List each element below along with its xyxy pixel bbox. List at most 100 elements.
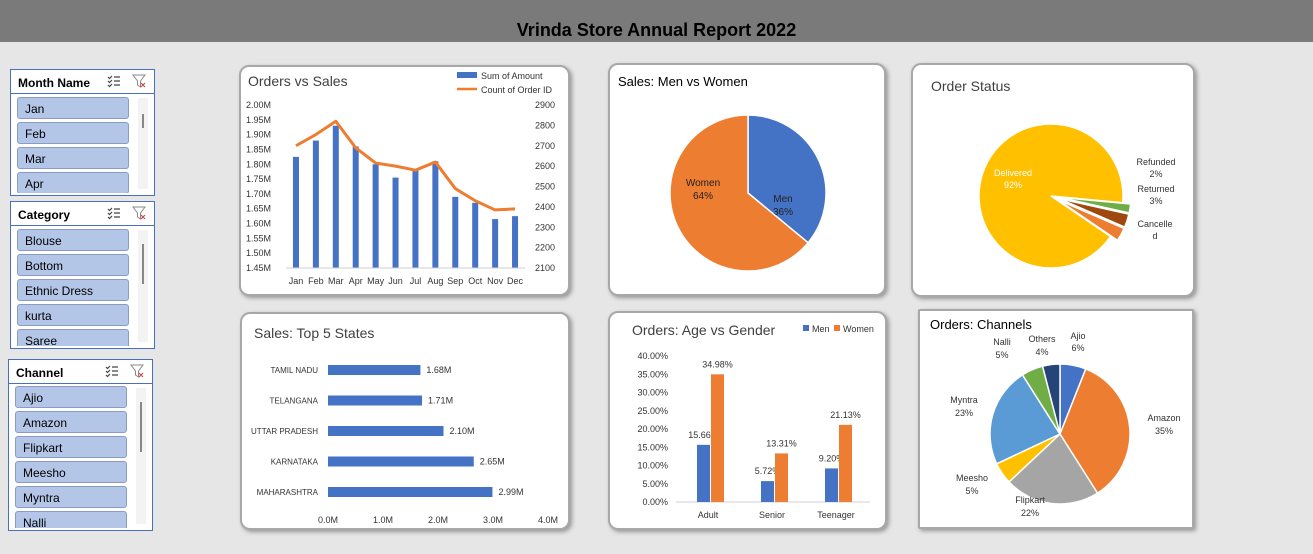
x-tick-label: 4.0M bbox=[538, 515, 558, 525]
slicer-item-saree[interactable]: Saree bbox=[17, 329, 129, 346]
slice-pct-women: 64% bbox=[693, 191, 713, 202]
slicer-item-jan[interactable]: Jan bbox=[17, 97, 129, 119]
bar-teenager-women bbox=[839, 424, 852, 502]
channel-slicer-header: Channel bbox=[9, 360, 152, 384]
slice-pct-amazon: 35% bbox=[1155, 426, 1173, 436]
y-tick-label: 25.00% bbox=[637, 406, 668, 416]
left-tick-label: 2.00M bbox=[246, 100, 271, 110]
category-slicer-scrollbar[interactable] bbox=[138, 230, 148, 342]
slice-label-men: Men bbox=[773, 194, 792, 205]
slicer-item-flipkart[interactable]: Flipkart bbox=[15, 436, 127, 458]
pie-slice-others bbox=[1041, 363, 1061, 435]
slice-pct-ajio: 6% bbox=[1071, 343, 1084, 353]
pie-slice-women bbox=[669, 114, 810, 272]
slicer-item-mar[interactable]: Mar bbox=[17, 147, 129, 169]
slice-pct-meesho: 5% bbox=[965, 486, 978, 496]
bar-senior-women bbox=[775, 453, 788, 502]
pie-slice-refunded bbox=[1058, 196, 1132, 214]
sales-men-vs-women-chart: Sales: Men vs Women Men 36% Women 64% bbox=[618, 74, 827, 272]
slicer-item-blouse[interactable]: Blouse bbox=[17, 229, 129, 251]
age-vs-gender-card[interactable]: Orders: Age vs Gender Men Women 40.00% 35.00… bbox=[608, 311, 887, 530]
clear-filter-icon[interactable] bbox=[130, 364, 144, 378]
slicer-item-bottom[interactable]: Bottom bbox=[17, 254, 129, 276]
month-slicer-scrollbar[interactable] bbox=[138, 98, 148, 189]
value-label-senior-men: 5.72% bbox=[755, 466, 781, 476]
chart-title: Order Status bbox=[931, 78, 1010, 94]
x-tick-label: Dec bbox=[507, 276, 524, 286]
orders-vs-sales-card[interactable]: Orders vs Sales Sum of Amount Count of Ord… bbox=[239, 65, 570, 296]
left-tick-label: 1.60M bbox=[246, 219, 271, 229]
pie-slice-cancelled bbox=[1057, 199, 1126, 242]
sales-men-vs-women-card[interactable]: Sales: Men vs Women Men 36% Women 64% bbox=[608, 63, 886, 296]
slicer-item-feb[interactable]: Feb bbox=[17, 122, 129, 144]
orders-channels-card[interactable]: Orders: Channels Ajio 6% Amazon 35% Flipkart 2… bbox=[918, 309, 1194, 529]
order-status-card[interactable]: Order Status Delivered 92% Refunded 2% Return… bbox=[911, 63, 1195, 297]
chart-title: Orders: Age vs Gender bbox=[632, 322, 776, 338]
pie-slice-men bbox=[747, 114, 827, 244]
left-tick-label: 1.90M bbox=[246, 130, 271, 140]
slice-pct-returned: 3% bbox=[1149, 196, 1162, 206]
channel-slicer-title: Channel bbox=[16, 366, 64, 380]
slice-label-myntra: Myntra bbox=[950, 395, 978, 405]
x-tick-label: 2.0M bbox=[428, 515, 448, 525]
pie-slice-amazon bbox=[1059, 367, 1131, 495]
channel-slicer[interactable]: Channel Ajio Amazon Flipkart Meesho Mynt… bbox=[8, 359, 153, 531]
slicer-item-ajio[interactable]: Ajio bbox=[15, 386, 127, 408]
channel-slicer-scrollbar[interactable] bbox=[136, 388, 146, 524]
chart-title: Sales: Top 5 States bbox=[254, 325, 374, 341]
multi-select-icon[interactable] bbox=[105, 364, 119, 378]
slicer-item-ethnic-dress[interactable]: Ethnic Dress bbox=[17, 279, 129, 301]
slice-pct-flipkart: 22% bbox=[1021, 508, 1039, 518]
bar-adult-women bbox=[711, 374, 724, 502]
bar-maharashtra bbox=[328, 487, 493, 497]
top-5-states-card[interactable]: Sales: Top 5 States TAMIL NADU 1.68M TELANG… bbox=[240, 312, 570, 530]
slice-label-ajio: Ajio bbox=[1070, 331, 1085, 341]
slice-pct-nalli: 5% bbox=[995, 350, 1008, 360]
slicer-item-apr[interactable]: Apr bbox=[17, 172, 129, 193]
slice-label-meesho: Meesho bbox=[956, 473, 988, 483]
y-tick-label: 10.00% bbox=[637, 461, 668, 471]
title-bar bbox=[0, 0, 1313, 42]
month-slicer-header: Month Name bbox=[11, 70, 154, 94]
x-tick-label: Apr bbox=[349, 276, 363, 286]
month-slicer[interactable]: Month Name Jan Feb Mar Apr bbox=[10, 69, 155, 196]
top-5-states-chart: Sales: Top 5 States TAMIL NADU 1.68M TELANG… bbox=[251, 325, 558, 525]
right-tick-label: 2300 bbox=[535, 222, 555, 232]
x-tick-label: Adult bbox=[698, 510, 719, 520]
slice-pct-others: 4% bbox=[1035, 347, 1048, 357]
state-label-telangana: TELANGANA bbox=[270, 397, 319, 406]
bar-dec bbox=[512, 216, 519, 268]
right-tick-label: 2700 bbox=[535, 141, 555, 151]
left-tick-label: 1.80M bbox=[246, 159, 271, 169]
slicer-item-amazon[interactable]: Amazon bbox=[15, 411, 127, 433]
x-tick-label: Teenager bbox=[817, 510, 855, 520]
x-tick-label: Jul bbox=[410, 276, 422, 286]
x-tick-label: Feb bbox=[308, 276, 324, 286]
x-tick-label: Nov bbox=[487, 276, 504, 286]
x-tick-label: Sep bbox=[447, 276, 463, 286]
left-tick-label: 1.95M bbox=[246, 115, 271, 125]
slicer-item-myntra[interactable]: Myntra bbox=[15, 486, 127, 508]
multi-select-icon[interactable] bbox=[107, 74, 121, 88]
chart-title: Sales: Men vs Women bbox=[618, 74, 748, 89]
slicer-item-kurta[interactable]: kurta bbox=[17, 304, 129, 326]
slicer-item-nalli[interactable]: Nalli bbox=[15, 511, 127, 528]
clear-filter-icon[interactable] bbox=[132, 206, 146, 220]
clear-filter-icon[interactable] bbox=[132, 74, 146, 88]
legend-swatch-women bbox=[834, 325, 840, 331]
slice-label-amazon: Amazon bbox=[1147, 413, 1180, 423]
x-tick-label: 3.0M bbox=[483, 515, 503, 525]
bar-tamil-nadu bbox=[328, 365, 421, 375]
slice-pct-myntra: 23% bbox=[955, 408, 973, 418]
slicer-item-meesho[interactable]: Meesho bbox=[15, 461, 127, 483]
x-tick-label: Mar bbox=[328, 276, 344, 286]
series-line-count-of-order-id bbox=[295, 119, 516, 212]
bar-jun bbox=[392, 177, 399, 268]
value-label-uttar-pradesh: 2.10M bbox=[450, 426, 475, 436]
x-tick-label: Jun bbox=[388, 276, 403, 286]
category-slicer[interactable]: Category Blouse Bottom Ethnic Dress kurt… bbox=[10, 201, 155, 349]
bar-karnataka bbox=[328, 456, 474, 467]
x-tick-label: Oct bbox=[468, 276, 483, 286]
multi-select-icon[interactable] bbox=[107, 206, 121, 220]
value-label-adult-women: 34.98% bbox=[702, 359, 733, 369]
